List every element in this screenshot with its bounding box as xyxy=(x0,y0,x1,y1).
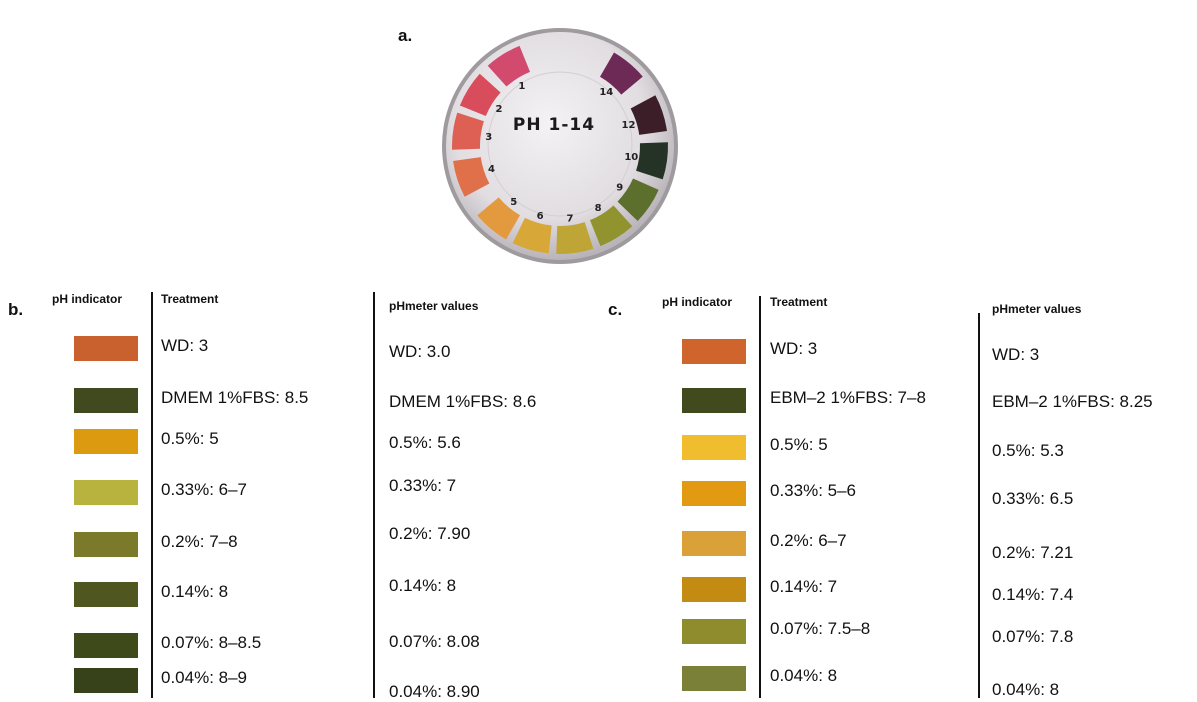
ph-swatch-4 xyxy=(453,157,490,197)
panel-b-letter: b. xyxy=(8,300,24,319)
ph-card-face xyxy=(446,32,674,260)
ph-number-4: 4 xyxy=(488,164,495,175)
panel-b-indicator-swatch xyxy=(74,633,138,658)
ph-swatch-1 xyxy=(487,45,531,87)
panel-b-meter-cell: 0.2%: 7.90 xyxy=(389,524,471,543)
panel-c-meter-cell: WD: 3 xyxy=(992,345,1040,364)
panel-b-treatment-cell: 0.33%: 6–7 xyxy=(161,480,248,499)
panel-c-meter-cell: 0.2%: 7.21 xyxy=(992,543,1074,562)
panel-c-meter-cell: 0.14%: 7.4 xyxy=(992,585,1074,604)
panel-b-indicator-swatch xyxy=(74,668,138,693)
panel-c-treatment-cell: 0.5%: 5 xyxy=(770,435,828,454)
ph-number-3: 3 xyxy=(485,132,492,143)
panel-c-indicator-swatch xyxy=(682,339,746,364)
ph-swatch-14 xyxy=(600,52,643,95)
ph-card-title: PH 1-14 xyxy=(513,115,595,135)
ph-number-14: 14 xyxy=(599,87,613,98)
ph-swatch-12 xyxy=(630,95,667,135)
panel-c-meter-header: pHmeter values xyxy=(992,302,1082,316)
panel-c-indicator-swatch xyxy=(682,531,746,556)
panel-c-treatment-cell: 0.04%: 8 xyxy=(770,666,838,685)
panel-b-treatment-cell: 0.04%: 8–9 xyxy=(161,668,248,687)
panel-c-meter-cell: 0.04%: 8 xyxy=(992,680,1060,699)
panel-b-treatment-cell: 0.5%: 5 xyxy=(161,429,219,448)
panel-b-meter-cell: 0.07%: 8.08 xyxy=(389,632,480,651)
panel-b-treatment-header: Treatment xyxy=(161,292,219,306)
panel-c-treatment-cell: 0.2%: 6–7 xyxy=(770,531,847,550)
panel-b-treatment-cell: WD: 3 xyxy=(161,336,209,355)
panel-b-treatment-cell: 0.07%: 8–8.5 xyxy=(161,633,262,652)
panel-b-indicator-swatch xyxy=(74,388,138,413)
ph-number-6: 6 xyxy=(537,211,544,222)
panel-c-indicator-swatch xyxy=(682,577,746,602)
panel-b-treatment-cell: 0.14%: 8 xyxy=(161,582,229,601)
panel-c-meter-cell: 0.5%: 5.3 xyxy=(992,441,1064,460)
panel-c-meter-cell: EBM–2 1%FBS: 8.25 xyxy=(992,392,1153,411)
panel-b-indicator-swatch xyxy=(74,480,138,505)
ph-swatch-9 xyxy=(617,178,659,222)
panel-c-treatment-cell: WD: 3 xyxy=(770,339,818,358)
panel-c-indicator-swatch xyxy=(682,435,746,460)
panel-c-indicator-swatch xyxy=(682,619,746,644)
ph-number-5: 5 xyxy=(510,197,517,208)
ph-swatch-6 xyxy=(512,217,552,254)
ph-swatch-7 xyxy=(556,222,594,254)
panel-b-indicator-swatch xyxy=(74,532,138,557)
panel-b-indicator-header: pH indicator xyxy=(52,292,123,306)
panel-c-indicator-swatch xyxy=(682,388,746,413)
ph-number-10: 10 xyxy=(624,152,638,163)
panel-c-treatment-header: Treatment xyxy=(770,295,828,309)
panel-b-treatment-cell: 0.2%: 7–8 xyxy=(161,532,238,551)
panel-b-meter-header: pHmeter values xyxy=(389,299,479,313)
panel-b-indicator-swatch xyxy=(74,336,138,361)
panel-c-treatment-cell: 0.33%: 5–6 xyxy=(770,481,857,500)
ph-number-8: 8 xyxy=(595,203,602,214)
ph-swatch-5 xyxy=(477,197,520,240)
panel-b-meter-cell: 0.14%: 8 xyxy=(389,576,457,595)
panel-c-treatment-cell: EBM–2 1%FBS: 7–8 xyxy=(770,388,926,407)
panel-b-meter-cell: DMEM 1%FBS: 8.6 xyxy=(389,392,537,411)
panel-c-indicator-swatch xyxy=(682,666,746,691)
panel-b-divider-2 xyxy=(373,292,375,698)
panel-b-indicator-swatch xyxy=(74,582,138,607)
panel-c-treatment-cell: 0.14%: 7 xyxy=(770,577,838,596)
panel-b-meter-cell: 0.5%: 5.6 xyxy=(389,433,461,452)
ph-swatch-8 xyxy=(589,205,633,247)
ph-number-12: 12 xyxy=(622,120,636,131)
panel-b-indicator-swatch xyxy=(74,429,138,454)
ph-number-9: 9 xyxy=(616,182,623,193)
ph-number-1: 1 xyxy=(518,81,525,92)
panel-c-indicator-swatch xyxy=(682,481,746,506)
ph-card-inner-ring xyxy=(487,71,633,217)
ph-swatch-10 xyxy=(636,142,668,180)
panel-c-meter-cell: 0.33%: 6.5 xyxy=(992,489,1074,508)
ph-number-7: 7 xyxy=(567,213,574,224)
panel-b-meter-cell: 0.04%: 8.90 xyxy=(389,682,480,701)
ph-number-2: 2 xyxy=(495,104,502,115)
panel-c-meter-cell: 0.07%: 7.8 xyxy=(992,627,1074,646)
panel-c-letter: c. xyxy=(608,300,623,319)
panel-b-divider-1 xyxy=(151,292,153,698)
panel-b-meter-cell: WD: 3.0 xyxy=(389,342,451,361)
panel-c-divider-2 xyxy=(978,313,980,698)
panel-c-indicator-header: pH indicator xyxy=(662,295,733,309)
panel-b-treatment-cell: DMEM 1%FBS: 8.5 xyxy=(161,388,309,407)
ph-swatch-2 xyxy=(459,73,501,117)
panel-c-divider-1 xyxy=(759,296,761,698)
panel-a-letter: a. xyxy=(398,26,413,45)
panel-b-meter-cell: 0.33%: 7 xyxy=(389,476,457,495)
ph-swatch-3 xyxy=(452,112,484,150)
panel-c-treatment-cell: 0.07%: 7.5–8 xyxy=(770,619,871,638)
